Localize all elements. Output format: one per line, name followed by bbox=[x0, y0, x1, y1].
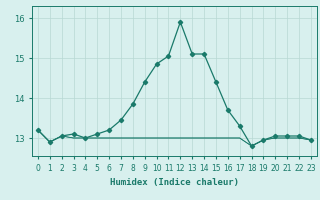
X-axis label: Humidex (Indice chaleur): Humidex (Indice chaleur) bbox=[110, 178, 239, 187]
